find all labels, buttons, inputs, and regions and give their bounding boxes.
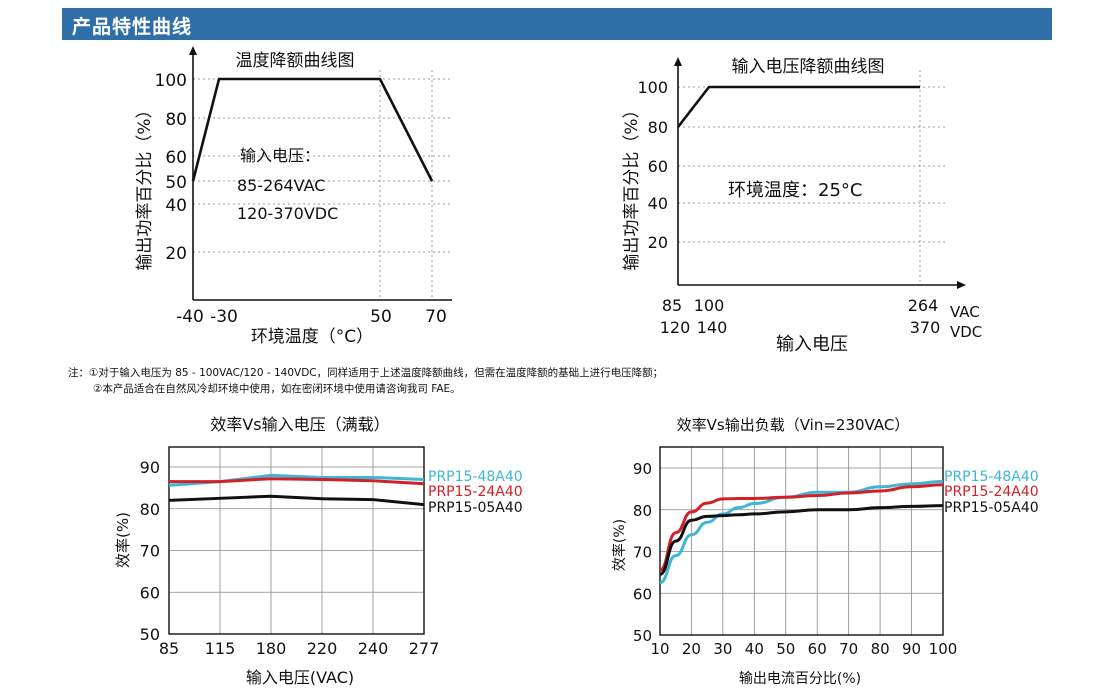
x-tick-label: 50 xyxy=(370,307,392,327)
legend-entry: PRP15-24A40 xyxy=(428,484,523,500)
y-axis-arrow xyxy=(674,57,682,66)
x-axis-label: 输入电压(VAC) xyxy=(246,668,354,687)
y-tick-label: 100 xyxy=(155,71,187,91)
annotation-text: 环境温度：25°C xyxy=(728,180,862,201)
x-tick-label: 30 xyxy=(713,640,732,658)
chart-title: 效率Vs输入电压（满载） xyxy=(210,415,389,434)
x-tick-label: 120 xyxy=(660,318,691,337)
x-axis-label: 输出电流百分比(%) xyxy=(739,671,861,687)
y-tick-label: 60 xyxy=(165,148,187,168)
legend-entry: PRP15-24A40 xyxy=(944,484,1039,500)
y-tick-label: 50 xyxy=(633,627,652,645)
y-tick-label: 50 xyxy=(165,173,187,193)
x-axis-label: 输入电压 xyxy=(776,334,848,355)
y-axis-label: 效率(%) xyxy=(611,519,628,571)
y-tick-label: 90 xyxy=(633,460,652,478)
annotation-line: 120-370VDC xyxy=(237,204,338,223)
legend-entry: PRP15-05A40 xyxy=(428,500,523,516)
y-tick-label: 100 xyxy=(637,78,668,97)
x-tick-label: 180 xyxy=(256,639,287,658)
derating-line xyxy=(676,85,920,128)
y-tick-label: 60 xyxy=(648,157,668,176)
plot-frame xyxy=(168,446,425,635)
x-tick-label: 90 xyxy=(902,640,921,658)
y-axis-arrow xyxy=(189,46,197,55)
series-line xyxy=(659,483,944,572)
y-axis-label: 效率(%) xyxy=(114,512,132,568)
x-tick-label: 100 xyxy=(929,640,958,658)
y-tick-label: 80 xyxy=(140,500,160,519)
y-tick-label: 70 xyxy=(140,542,160,561)
y-axis-label: 输出功率百分比（%） xyxy=(622,101,642,270)
x-tick-label: -30 xyxy=(210,307,238,327)
y-axis-label: 输出功率百分比（%） xyxy=(135,101,155,270)
y-tick-label: 40 xyxy=(648,194,668,213)
x-tick-label: 20 xyxy=(682,640,701,658)
notes: 注：①对于输入电压为 85 - 100VAC/120 - 140VDC，同样适用… xyxy=(68,365,663,397)
y-tick-label: 60 xyxy=(140,583,160,602)
x-tick-label: 220 xyxy=(307,639,338,658)
legend-entry: PRP15-48A40 xyxy=(428,469,523,485)
x-tick-label: 80 xyxy=(871,640,890,658)
x-tick-label: 115 xyxy=(205,639,236,658)
chart-title: 输入电压降额曲线图 xyxy=(732,57,885,77)
annotation-line: 输入电压： xyxy=(240,146,320,165)
note-1: 注：①对于输入电压为 85 - 100VAC/120 - 140VDC，同样适用… xyxy=(68,367,664,379)
y-tick-label: 80 xyxy=(648,118,668,137)
x-tick-label: 40 xyxy=(745,640,764,658)
section-title: 产品特性曲线 xyxy=(72,16,193,38)
x-tick-label: 50 xyxy=(776,640,795,658)
x-tick-label: 264 xyxy=(908,296,939,315)
section-header: 产品特性曲线 xyxy=(62,8,1052,40)
legend-entry: PRP15-48A40 xyxy=(944,469,1039,485)
series-line xyxy=(659,479,944,585)
x-tick-label: 140 xyxy=(697,318,728,337)
x-tick-label: 100 xyxy=(694,296,725,315)
x-tick-label: 10 xyxy=(650,640,669,658)
chart-title: 温度降额曲线图 xyxy=(236,51,355,71)
y-tick-label: 20 xyxy=(165,244,187,264)
x-axis-arrow xyxy=(957,281,966,289)
y-tick-label: 20 xyxy=(648,233,668,252)
y-tick-label: 50 xyxy=(140,625,160,644)
x-tick-label: 60 xyxy=(808,640,827,658)
chart-title: 效率Vs输出负载（Vin=230VAC） xyxy=(677,416,910,434)
derating-line xyxy=(191,77,434,182)
x-tick-label: -40 xyxy=(176,307,204,327)
x-tick-label: 240 xyxy=(358,639,389,658)
x-unit-label: VAC xyxy=(950,303,980,321)
y-tick-label: 70 xyxy=(633,544,652,562)
y-tick-label: 60 xyxy=(633,585,652,603)
x-tick-label: 85 xyxy=(662,296,682,315)
series-line xyxy=(168,494,425,507)
series-line xyxy=(659,504,944,576)
x-tick-label: 70 xyxy=(425,307,447,327)
x-tick-label: 277 xyxy=(409,639,440,658)
annotation-line: 85-264VAC xyxy=(237,176,325,195)
note-2: ②本产品适合在自然风冷却环境中使用，如在密闭环境中使用请咨询我司 FAE。 xyxy=(93,383,461,395)
plot-frame xyxy=(659,446,944,636)
x-tick-label: 85 xyxy=(159,639,179,658)
y-tick-label: 80 xyxy=(165,110,187,130)
y-tick-label: 90 xyxy=(140,458,160,477)
x-tick-label: 370 xyxy=(910,318,941,337)
y-tick-label: 40 xyxy=(165,196,187,216)
x-tick-label: 70 xyxy=(839,640,858,658)
x-axis-label: 环境温度（°C） xyxy=(251,327,373,347)
y-tick-label: 80 xyxy=(633,502,652,520)
series-line xyxy=(169,477,425,486)
legend-entry: PRP15-05A40 xyxy=(944,500,1039,516)
x-unit-label: VDC xyxy=(950,323,982,341)
